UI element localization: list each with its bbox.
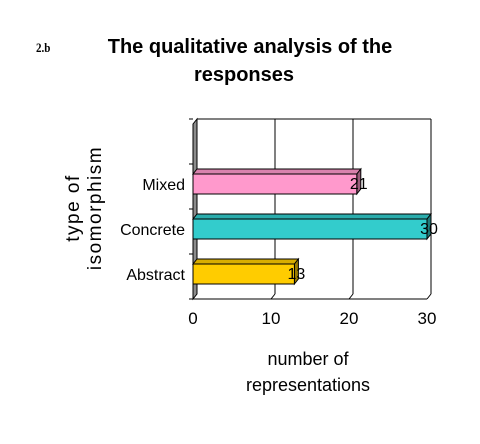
slide-number: 2.b bbox=[36, 40, 51, 55]
category-label-concrete: Concrete bbox=[120, 222, 185, 239]
category-label-mixed: Mixed bbox=[142, 177, 185, 194]
bar-top-concrete bbox=[191, 213, 433, 220]
gridline-foot-30 bbox=[426, 293, 432, 300]
gridline-foot-10 bbox=[270, 293, 276, 300]
bar-top-abstract bbox=[191, 258, 300, 265]
x-axis-label-line-2: representations bbox=[245, 375, 371, 395]
bar-mixed bbox=[192, 173, 358, 195]
gridline-foot-20 bbox=[348, 293, 354, 300]
plot-left-wall bbox=[192, 117, 198, 301]
data-label-abstract: 13 bbox=[288, 266, 306, 283]
bar-top-mixed bbox=[191, 168, 362, 175]
category-label-abstract: Abstract bbox=[126, 267, 185, 284]
x-tick-label-0: 0 bbox=[188, 309, 197, 328]
x-axis-label: number of representations bbox=[246, 346, 370, 398]
data-label-concrete: 30 bbox=[420, 221, 438, 238]
bar-abstract bbox=[192, 263, 295, 285]
chart-title-line-2: responses bbox=[193, 64, 295, 86]
x-tick-label-30: 30 bbox=[418, 309, 437, 328]
x-tick-label-10: 10 bbox=[262, 309, 281, 328]
x-tick-label-20: 20 bbox=[340, 309, 359, 328]
data-label-mixed: 21 bbox=[350, 176, 368, 193]
x-axis-label-line-1: number of bbox=[267, 349, 349, 369]
chart-title-line-1: The qualitative analysis of the bbox=[107, 36, 393, 58]
bar-concrete bbox=[192, 218, 428, 240]
